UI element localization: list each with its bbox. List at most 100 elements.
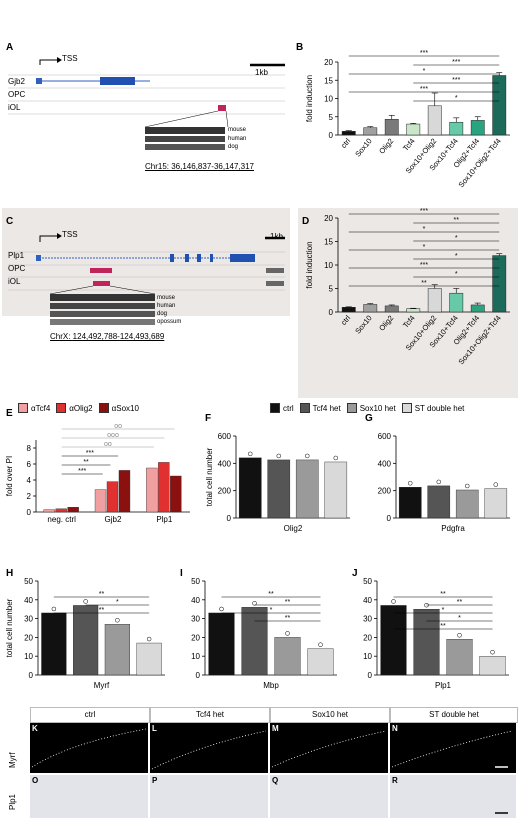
- bar: [67, 506, 79, 513]
- y-tick-label: 5: [329, 285, 334, 294]
- sig-label: *: [423, 244, 426, 251]
- data-point: [305, 453, 310, 459]
- micro-image-q: [270, 775, 388, 818]
- micro-col-tcf4het: Tcf4 het: [150, 707, 270, 723]
- x-tick-label: neg. ctrl: [47, 515, 76, 524]
- y-tick-label: 2: [27, 492, 32, 501]
- y-tick-label: 400: [378, 459, 392, 468]
- bar: [238, 457, 262, 519]
- species-c-3: opossum: [157, 319, 182, 325]
- sig-label: *: [455, 235, 458, 242]
- legend-swatch-ctrl: [270, 403, 280, 413]
- chart-d: 0 5 10 15 20 fold induction ctrl Sox10 Olig2 Tcf4…: [305, 208, 510, 366]
- sig-label: *: [423, 68, 426, 75]
- data-point: [51, 606, 57, 612]
- bar: [55, 508, 67, 513]
- x-axis-title: Pdgfra: [441, 524, 465, 533]
- data-point: [285, 631, 290, 636]
- genome-track-a: [8, 57, 285, 150]
- species-a-2: dog: [228, 144, 239, 150]
- micro-col-sox10het: Sox10 het: [270, 707, 390, 723]
- y-tick-label: 600: [378, 432, 392, 441]
- panel-label-f: F: [205, 413, 212, 424]
- sig-label: **: [454, 217, 460, 224]
- sig-label: ***: [452, 77, 460, 84]
- y-axis-title: total cell number: [205, 447, 214, 506]
- y-tick-label: 40: [191, 596, 200, 605]
- y-tick-label: 20: [363, 633, 372, 642]
- bar: [136, 642, 162, 676]
- sig-label: ***: [420, 262, 428, 269]
- sig-label: **: [285, 615, 291, 622]
- sig-label: ***: [452, 59, 460, 66]
- y-tick-label: 30: [24, 615, 33, 624]
- y-tick-label: 400: [218, 459, 232, 468]
- legend-swatch-aolig2: [56, 403, 67, 413]
- bar: [492, 255, 507, 313]
- legend-e-2: αSox10: [111, 403, 139, 413]
- coord-label-c: ChrX: 124,492,788-124,493,689: [50, 332, 165, 341]
- sig-label: **: [268, 591, 274, 598]
- bar: [484, 488, 508, 519]
- micro-col-sthet: ST double het: [390, 707, 518, 723]
- panel-label-j: J: [352, 568, 358, 579]
- data-point: [115, 617, 120, 623]
- panel-label-k: K: [32, 724, 38, 733]
- bar: [94, 489, 107, 513]
- x-axis-title: Mbp: [263, 681, 279, 690]
- bar: [41, 612, 67, 676]
- sig-label: *: [270, 607, 273, 614]
- sig-label: **: [285, 599, 291, 606]
- y-tick-label: 0: [368, 671, 373, 680]
- y-tick-label: 20: [324, 214, 333, 223]
- y-tick-label: 600: [218, 432, 232, 441]
- bar: [170, 475, 182, 513]
- data-point: [457, 633, 462, 638]
- micro-row-myrf: Myrf: [8, 752, 17, 768]
- bar: [446, 639, 473, 676]
- bar: [158, 462, 170, 513]
- track-iol-label-c: iOL: [8, 277, 21, 286]
- legend-swatch-asox10: [98, 403, 109, 413]
- genome-track-c: [8, 233, 285, 325]
- x-axis-title: Plp1: [435, 681, 452, 690]
- legend-f-0: ctrl: [283, 403, 294, 413]
- chart-f: 0 200 400 600 total cell number Olig2: [205, 432, 350, 533]
- data-point: [408, 481, 413, 486]
- x-tick-label: ctrl: [339, 136, 353, 150]
- bar: [384, 305, 399, 313]
- panel-d-background: [298, 208, 518, 398]
- x-tick-label: Gjb2: [105, 515, 122, 524]
- panel-label-g: G: [365, 413, 373, 424]
- bar: [241, 607, 268, 676]
- x-axis-title: Olig2: [284, 524, 303, 533]
- legend-e-1: αOlig2: [69, 403, 93, 413]
- y-tick-label: 0: [227, 514, 232, 523]
- y-tick-label: 0: [329, 131, 334, 140]
- bar: [470, 304, 485, 313]
- sig-label: **: [83, 459, 89, 466]
- y-tick-label: 15: [324, 76, 333, 85]
- bar: [118, 470, 131, 513]
- species-a-0: mouse: [228, 127, 247, 133]
- micro-image-p: [150, 775, 268, 818]
- legend-f-2: Sox10 het: [359, 403, 396, 413]
- y-tick-label: 10: [324, 261, 333, 270]
- y-tick-label: 0: [387, 514, 392, 523]
- chart-b: 0 5 10 15 20 fold induction ctrl Sox10 Olig2 Tcf4…: [305, 50, 510, 189]
- bar: [492, 75, 507, 136]
- data-point: [83, 599, 88, 604]
- track-opc-label-c: OPC: [8, 264, 26, 273]
- panel-label-p: P: [152, 776, 158, 785]
- micro-image-k: [30, 723, 148, 773]
- y-axis-title: fold induction: [305, 241, 314, 288]
- panel-label-q: Q: [272, 776, 279, 785]
- y-tick-label: 20: [24, 633, 33, 642]
- y-tick-label: 6: [27, 460, 32, 469]
- panel-label-b: B: [296, 42, 304, 53]
- micro-image-o: [30, 775, 148, 818]
- tss-label-a: TSS: [62, 54, 78, 63]
- bar: [73, 605, 99, 676]
- micro-image-m: [270, 723, 388, 773]
